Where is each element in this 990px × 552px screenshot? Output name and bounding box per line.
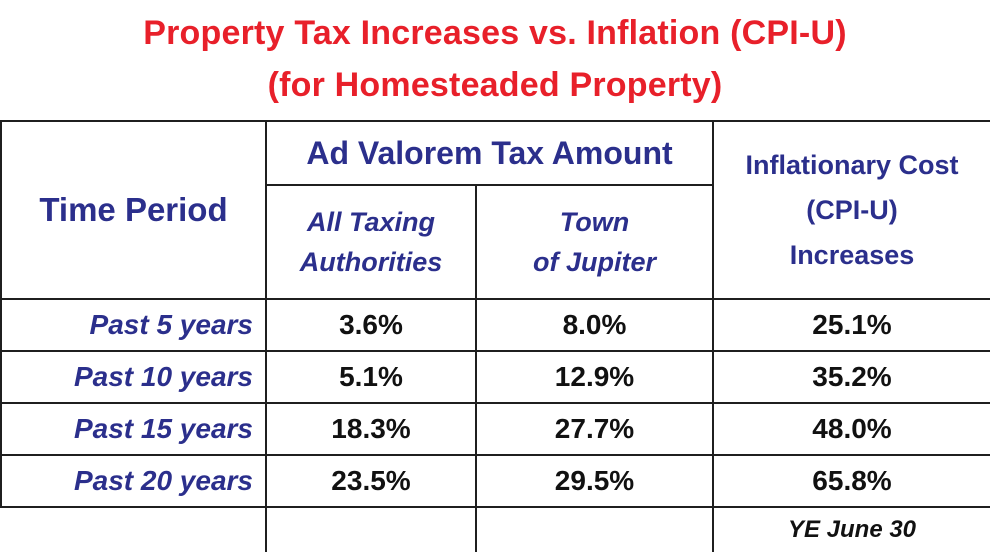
chart-subtitle: (for Homesteaded Property)	[267, 66, 723, 104]
cell-all-taxing: 23.5%	[265, 454, 477, 508]
cell-cpi: 48.0%	[712, 402, 990, 456]
header-inflationary-cost-line1: Inflationary Cost	[745, 149, 959, 180]
cell-jupiter: 29.5%	[475, 454, 714, 508]
header-town-of-jupiter: Town of Jupiter	[475, 184, 714, 300]
header-inflationary-cost: Inflationary Cost (CPI-U) Increases	[712, 120, 990, 300]
table-row: Past 20 years 23.5% 29.5% 65.8%	[0, 454, 990, 508]
cell-jupiter: 27.7%	[475, 402, 714, 456]
cell-cpi: 35.2%	[712, 350, 990, 404]
header-all-taxing-line2: Authorities	[299, 247, 443, 277]
header-inflationary-cost-line2: (CPI-U)	[806, 194, 898, 225]
row-period: Past 10 years	[0, 350, 267, 404]
table-row: Past 10 years 5.1% 12.9% 35.2%	[0, 350, 990, 404]
cell-cpi: 25.1%	[712, 298, 990, 352]
footer-blank	[265, 506, 477, 552]
footer-blank	[1, 506, 267, 552]
table-row: Past 5 years 3.6% 8.0% 25.1%	[0, 298, 990, 352]
cell-jupiter: 8.0%	[475, 298, 714, 352]
header-town-line1: Town	[559, 207, 630, 237]
row-period: Past 5 years	[0, 298, 267, 352]
table-row: Past 15 years 18.3% 27.7% 48.0%	[0, 402, 990, 456]
cell-cpi: 65.8%	[712, 454, 990, 508]
header-time-period: Time Period	[0, 120, 267, 300]
cell-jupiter: 12.9%	[475, 350, 714, 404]
row-period: Past 15 years	[0, 402, 267, 456]
header-ad-valorem-tax-amount: Ad Valorem Tax Amount	[265, 120, 714, 186]
cell-all-taxing: 3.6%	[265, 298, 477, 352]
footnote-ye-june-30: YE June 30	[712, 506, 990, 552]
header-inflationary-cost-line3: Increases	[789, 239, 915, 270]
header-all-taxing-line1: All Taxing	[306, 207, 435, 237]
header-town-line2: of Jupiter	[532, 247, 656, 277]
cell-all-taxing: 5.1%	[265, 350, 477, 404]
footer-blank	[475, 506, 714, 552]
row-period: Past 20 years	[0, 454, 267, 508]
comparison-table: Time Period Ad Valorem Tax Amount Inflat…	[0, 120, 990, 552]
cell-all-taxing: 18.3%	[265, 402, 477, 456]
chart-title: Property Tax Increases vs. Inflation (CP…	[143, 14, 847, 52]
header-all-taxing-authorities: All Taxing Authorities	[265, 184, 477, 300]
